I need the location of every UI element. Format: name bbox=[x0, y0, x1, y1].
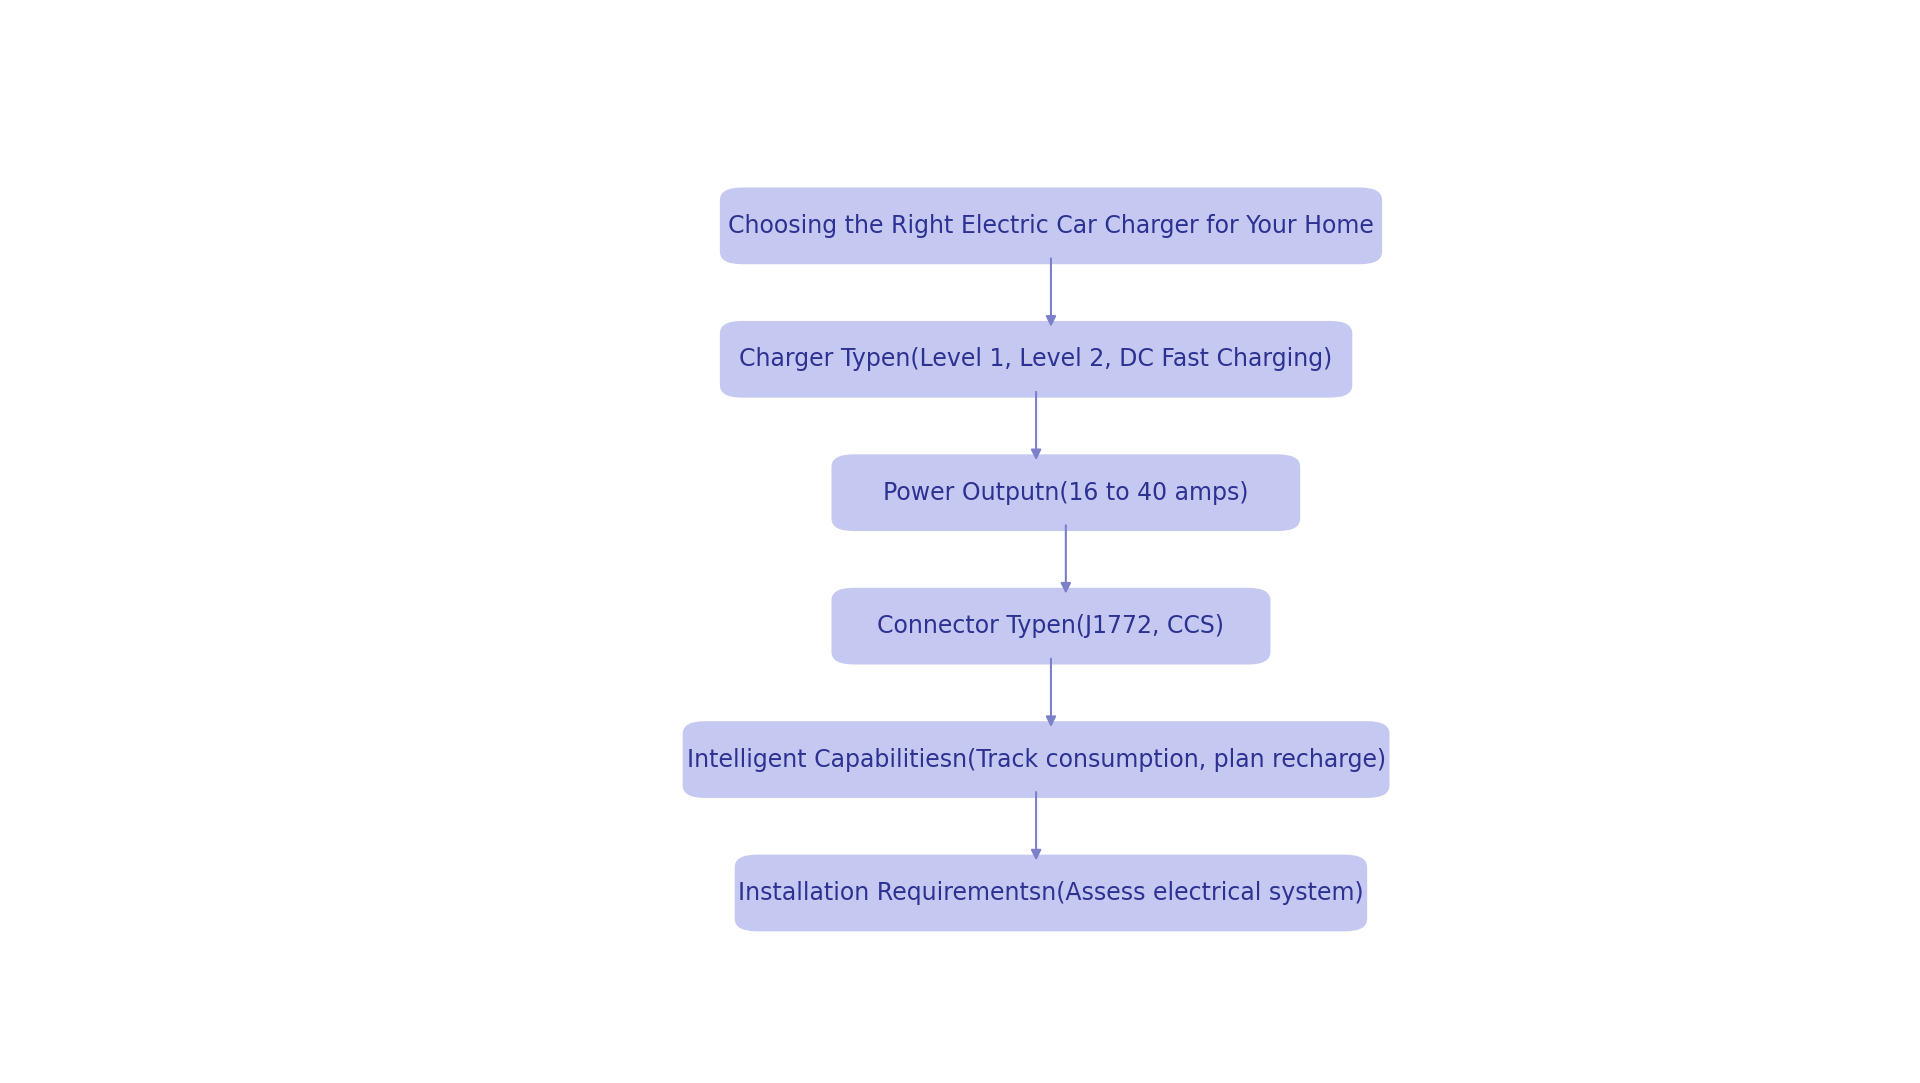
Text: Connector Typen(J1772, CCS): Connector Typen(J1772, CCS) bbox=[877, 614, 1225, 638]
FancyBboxPatch shape bbox=[831, 588, 1271, 665]
FancyBboxPatch shape bbox=[720, 187, 1382, 264]
FancyBboxPatch shape bbox=[720, 321, 1352, 397]
Text: Charger Typen(Level 1, Level 2, DC Fast Charging): Charger Typen(Level 1, Level 2, DC Fast … bbox=[739, 348, 1332, 371]
FancyBboxPatch shape bbox=[735, 854, 1367, 931]
Text: Intelligent Capabilitiesn(Track consumption, plan recharge): Intelligent Capabilitiesn(Track consumpt… bbox=[687, 747, 1386, 771]
Text: Power Outputn(16 to 40 amps): Power Outputn(16 to 40 amps) bbox=[883, 481, 1248, 505]
FancyBboxPatch shape bbox=[684, 721, 1390, 798]
FancyBboxPatch shape bbox=[831, 455, 1300, 531]
Text: Choosing the Right Electric Car Charger for Your Home: Choosing the Right Electric Car Charger … bbox=[728, 213, 1375, 238]
Text: Installation Requirementsn(Assess electrical system): Installation Requirementsn(Assess electr… bbox=[737, 880, 1363, 905]
